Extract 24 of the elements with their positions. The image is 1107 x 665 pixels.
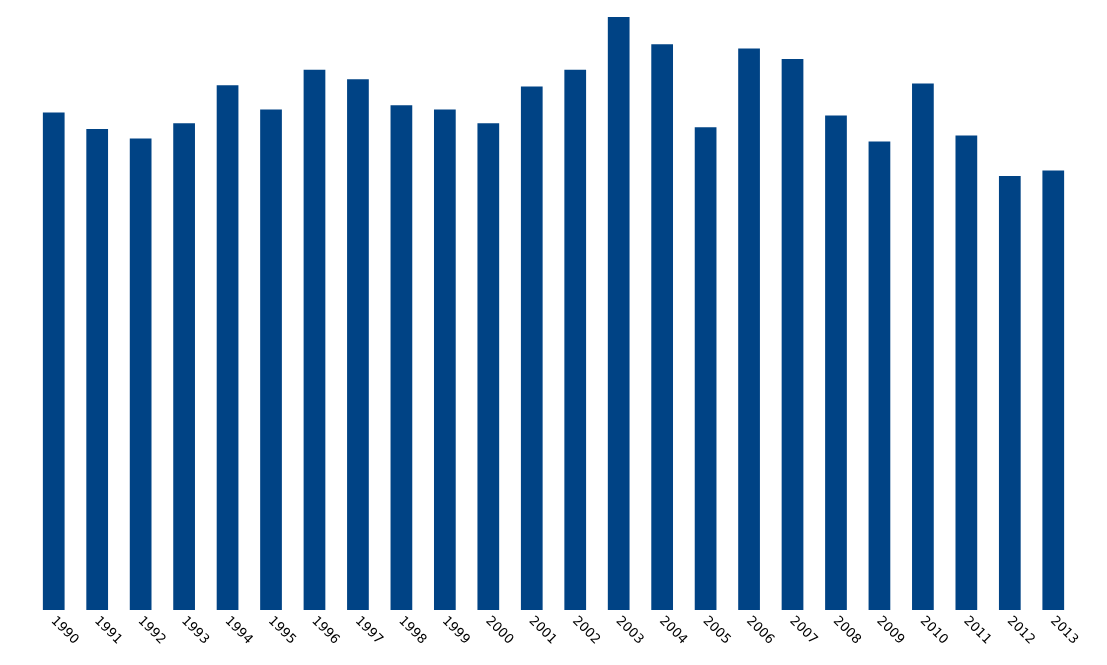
bar — [607, 17, 630, 610]
bar — [520, 86, 543, 610]
bar — [1042, 170, 1065, 610]
bar — [347, 79, 369, 610]
bar — [868, 141, 891, 610]
bar — [303, 69, 326, 610]
bar — [564, 69, 587, 610]
bar — [998, 175, 1021, 610]
bar — [216, 85, 239, 610]
bar — [694, 127, 717, 610]
bar — [477, 123, 500, 610]
bar — [738, 48, 760, 610]
bar — [42, 112, 65, 610]
bar — [390, 105, 413, 610]
bar — [86, 129, 109, 610]
bar — [129, 138, 152, 610]
bar — [825, 115, 847, 610]
bar — [651, 44, 674, 610]
bar — [781, 59, 804, 610]
bar — [433, 109, 456, 610]
bar — [260, 109, 282, 610]
bar — [173, 123, 195, 610]
bar — [955, 135, 978, 610]
bar — [912, 83, 934, 610]
